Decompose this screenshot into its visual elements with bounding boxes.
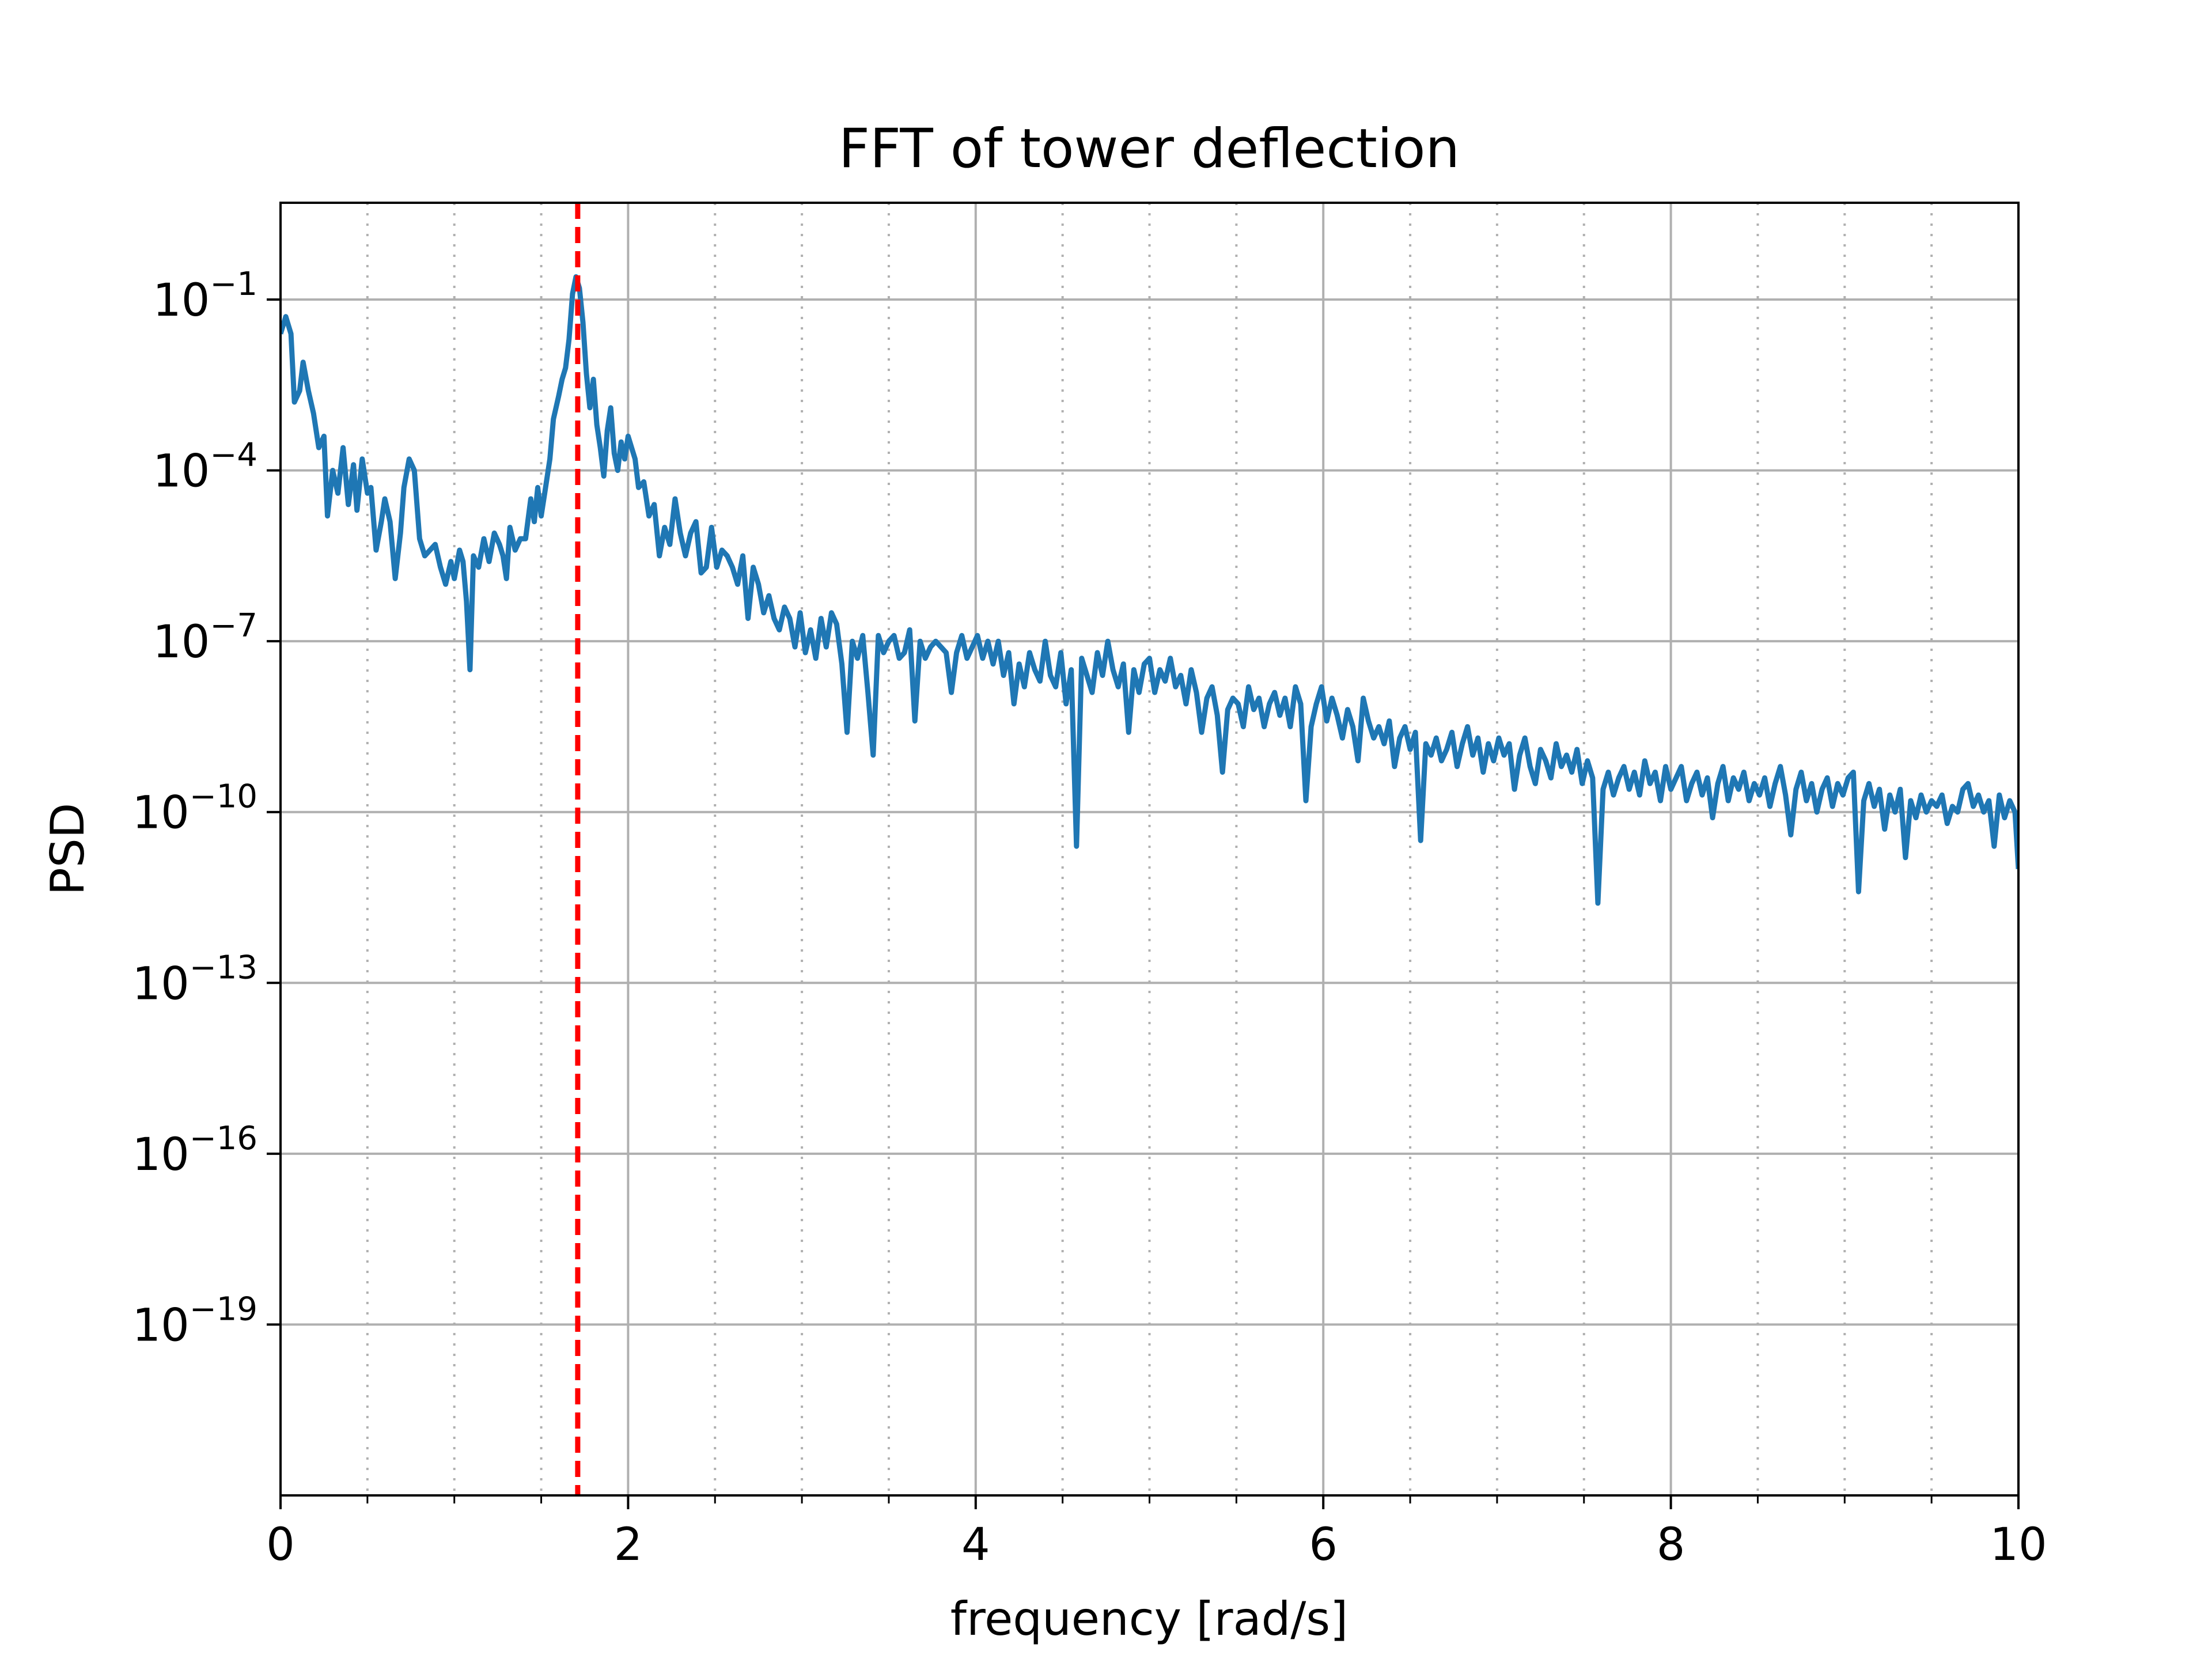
y-tick-base: 10 <box>132 1129 190 1181</box>
y-tick-exponent: −1 <box>210 266 257 303</box>
y-axis-label: PSD <box>41 803 94 896</box>
data-layer <box>281 203 2018 1495</box>
y-tick-label: 10−16 <box>132 1120 257 1181</box>
y-tick-base: 10 <box>132 958 190 1010</box>
y-tick-label: 10−7 <box>153 607 257 668</box>
y-tick-base: 10 <box>132 1300 190 1351</box>
y-tick-label: 10−13 <box>132 949 257 1010</box>
x-tick-label: 2 <box>614 1519 643 1571</box>
x-tick-label: 6 <box>1309 1519 1338 1571</box>
psd-series-line <box>281 274 2018 906</box>
y-tick-label: 10−10 <box>132 778 257 839</box>
y-tick-exponent: −7 <box>210 607 257 645</box>
x-tick-label: 10 <box>1990 1519 2047 1571</box>
y-tick-base: 10 <box>132 787 190 839</box>
x-axis-label: frequency [rad/s] <box>950 1592 1348 1646</box>
y-tick-exponent: −19 <box>190 1290 257 1328</box>
y-tick-label: 10−1 <box>153 266 257 327</box>
y-tick-base: 10 <box>153 616 210 668</box>
x-tick-label: 0 <box>266 1519 295 1571</box>
y-tick-label: 10−4 <box>153 437 257 498</box>
chart-title: FFT of tower deflection <box>839 118 1460 180</box>
x-tick-label: 8 <box>1657 1519 1685 1571</box>
y-tick-exponent: −4 <box>210 437 257 474</box>
plot-area <box>281 203 2018 1495</box>
y-tick-base: 10 <box>153 446 210 498</box>
x-tick-label: 4 <box>961 1519 990 1571</box>
y-tick-exponent: −13 <box>190 949 257 986</box>
y-tick-base: 10 <box>153 275 210 327</box>
y-tick-label: 10−19 <box>132 1290 257 1351</box>
y-tick-exponent: −16 <box>190 1120 257 1157</box>
y-tick-exponent: −10 <box>190 778 257 816</box>
